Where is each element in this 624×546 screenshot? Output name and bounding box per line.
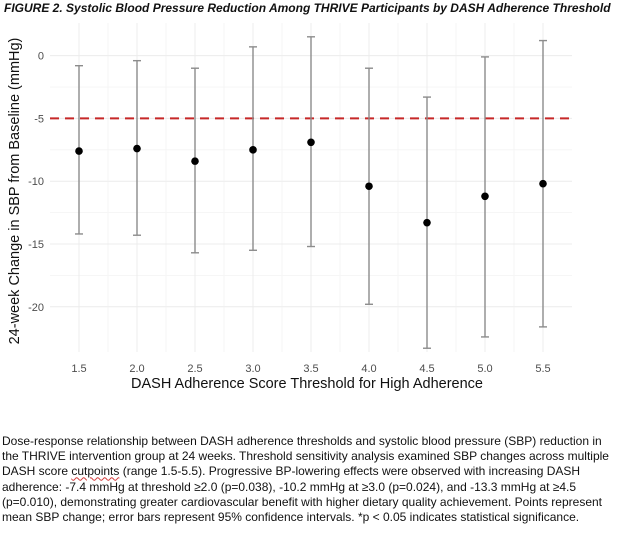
caption-text-end: (range 1.5-5.5). Progressive BP-lowering… [2, 464, 602, 525]
y-tick-label: -15 [28, 239, 44, 251]
y-tick-label: 0 [38, 51, 44, 63]
x-tick-label: 4.0 [361, 363, 376, 375]
figure-caption: Dose-response relationship between DASH … [2, 434, 620, 525]
x-tick-label: 2.0 [129, 363, 144, 375]
x-axis-label: DASH Adherence Score Threshold for High … [131, 376, 483, 392]
data-point [307, 138, 315, 147]
data-point [539, 179, 547, 188]
data-point [133, 144, 141, 153]
x-tick-label: 3.5 [303, 363, 318, 375]
x-tick-label: 2.5 [187, 363, 202, 375]
data-points [75, 138, 547, 227]
x-tick-label: 1.5 [71, 363, 86, 375]
y-tick-label: -10 [28, 176, 44, 188]
y-tick-labels: 0 -5 -10 -15 -20 [28, 51, 44, 314]
x-tick-label: 5.0 [477, 363, 492, 375]
y-tick-label: -5 [34, 113, 44, 125]
data-point [423, 218, 431, 227]
x-tick-label: 4.5 [419, 363, 434, 375]
caption-flagged-word: cutpoints [71, 464, 120, 479]
data-point [365, 182, 373, 191]
data-point [75, 147, 83, 155]
x-tick-label: 3.0 [245, 363, 260, 375]
data-point [481, 192, 489, 201]
y-axis-label: 24-week Change in SBP from Baseline (mmH… [7, 38, 23, 345]
caption-text-start: Dose-response relationship between DASH … [2, 434, 609, 479]
sbp-errorbar-chart: 0 -5 -10 -15 -20 1.5 2.0 2.5 3.0 3.5 4.0 4.5 5.0 5.5… [7, 23, 572, 392]
x-tick-label: 5.5 [535, 363, 550, 375]
x-tick-labels: 1.5 2.0 2.5 3.0 3.5 4.0 4.5 5.0 5.5 [71, 363, 550, 375]
figure-title: FIGURE 2. Systolic Blood Pressure Reduct… [4, 1, 611, 15]
data-point [191, 157, 199, 165]
data-point [249, 146, 257, 154]
y-tick-label: -20 [28, 302, 44, 314]
